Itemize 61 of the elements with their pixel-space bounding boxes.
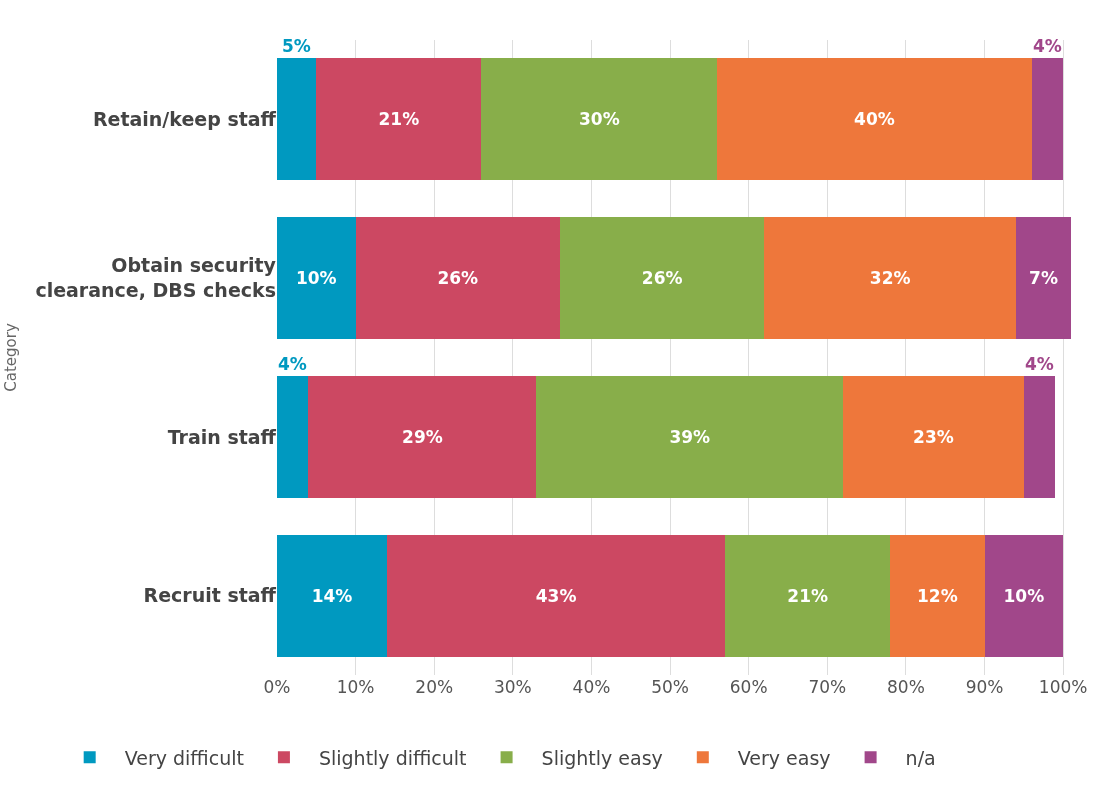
bar [1015, 217, 1071, 340]
data-label: 4% [1025, 354, 1054, 374]
data-label: 43% [535, 585, 577, 606]
x-tick-label: 40% [572, 677, 611, 697]
data-label: 7% [1029, 268, 1058, 289]
bar [1023, 375, 1056, 498]
bar [843, 375, 1024, 498]
legend-label: Very difficult [124, 746, 244, 769]
x-tick-label: 50% [651, 677, 689, 697]
legend-label: n/a [905, 746, 936, 769]
y-tick-label: Train staff [167, 425, 277, 448]
data-label: 10% [1003, 585, 1045, 606]
data-label: 14% [311, 585, 353, 606]
bar [308, 375, 537, 498]
x-tick-label: 100% [1038, 677, 1088, 697]
data-label: 4% [1033, 36, 1062, 56]
data-label: 26% [641, 268, 683, 289]
bar [277, 58, 317, 181]
data-label: 23% [913, 426, 954, 447]
bar [717, 58, 1032, 181]
x-tick-label: 80% [887, 677, 925, 697]
bar [277, 375, 309, 498]
data-label: 12% [917, 585, 958, 606]
bar [316, 58, 482, 181]
data-label: 26% [437, 268, 479, 289]
bar [481, 58, 718, 181]
bar [277, 217, 356, 340]
y-tick-label: Recruit staff [143, 584, 277, 607]
x-tick-label: 30% [493, 677, 532, 697]
x-tick-label: 90% [965, 677, 1004, 697]
legend-label: Slightly difficult [318, 746, 467, 769]
y-tick-label: Retain/keep staff [92, 108, 277, 131]
data-label: 5% [282, 36, 311, 56]
bar [984, 534, 1064, 657]
bar [560, 217, 765, 340]
bar [764, 217, 1016, 340]
y-tick-label: Obtain security clearance, DBS checks [35, 254, 277, 302]
bar [387, 534, 726, 657]
x-tick-label: 0% [263, 677, 291, 697]
bar [536, 375, 844, 498]
x-tick-label: 70% [808, 677, 847, 697]
bar [277, 534, 388, 657]
data-label: 30% [578, 109, 620, 130]
data-label: 21% [378, 109, 420, 130]
bar [1031, 58, 1064, 181]
x-tick-label: 10% [336, 677, 375, 697]
data-label: 10% [295, 268, 337, 289]
legend-label: Slightly easy [541, 746, 663, 769]
data-label: 4% [278, 354, 307, 374]
data-label: 32% [869, 268, 911, 289]
bar [890, 534, 985, 657]
data-label: 40% [854, 109, 895, 130]
y-axis-title: Category [1, 323, 20, 392]
bar [355, 217, 561, 340]
data-label: 21% [787, 585, 828, 606]
data-label: 29% [402, 426, 443, 447]
legend-label: Very easy [737, 746, 831, 769]
x-tick-label: 60% [729, 677, 768, 697]
x-tick-label: 20% [415, 677, 454, 697]
bar [725, 534, 891, 657]
data-label: 39% [669, 426, 711, 447]
